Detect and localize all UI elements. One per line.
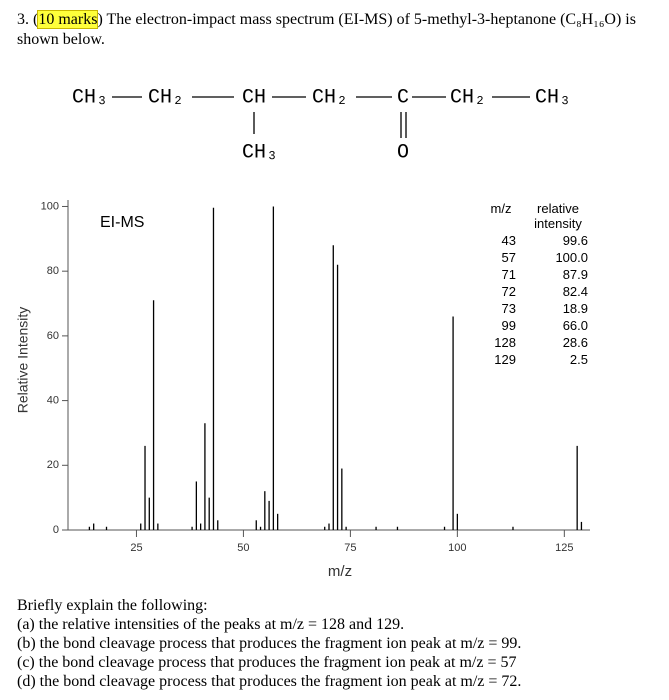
intro: Briefly explain the following: <box>17 597 208 614</box>
header: relative intensity <box>534 201 582 231</box>
group: CH₃ <box>535 86 571 109</box>
table: m/z relative intensity 43 99.6 57 100.0 71 87.… <box>480 200 594 368</box>
y-axis-title: Relative Intensity <box>15 307 31 414</box>
group: CH₂ <box>450 86 486 109</box>
x-axis-title: m/z <box>328 563 352 580</box>
group: CH₂ <box>148 86 184 109</box>
y-tick-label: 40 <box>47 394 59 406</box>
cell: 100.0 <box>555 250 588 265</box>
x-tick-label: 125 <box>555 542 573 554</box>
table-row: 128 28.6 <box>480 334 594 351</box>
table-row: 129 2.5 <box>480 351 594 368</box>
item: (d) the bond cleavage process that produ… <box>17 673 522 690</box>
y-tick-label: 0 <box>53 524 59 536</box>
table-row: 43 99.6 <box>480 232 594 249</box>
y-tick-label: 80 <box>47 265 59 277</box>
question-prefix: 3. ( <box>17 11 39 28</box>
cell: 28.6 <box>562 335 588 350</box>
items: (a) the relative intensities of the peak… <box>17 615 521 691</box>
item: (c) the bond cleavage process that produ… <box>17 654 517 671</box>
table-row: 72 82.4 <box>480 283 594 300</box>
header: m/z <box>490 201 512 216</box>
question: 3. (10 marks) The electron-impact mass s… <box>17 10 665 50</box>
cell: 18.9 <box>562 301 588 316</box>
marks-highlight: 10 marks <box>37 10 99 29</box>
table-row: 73 18.9 <box>480 300 594 317</box>
cell: 82.4 <box>562 284 588 299</box>
group: CH₃ <box>72 86 108 109</box>
structure <box>112 96 530 138</box>
x-tick-label: 25 <box>130 542 142 554</box>
peak-table: m/z relative intensity 43 99.6 57 100.0 71 87.… <box>480 200 594 368</box>
x-tick-label: 75 <box>344 542 356 554</box>
table-row: 57 100.0 <box>480 249 594 266</box>
cell: 129 <box>494 352 516 367</box>
table-row: 99 66.0 <box>480 317 594 334</box>
cell: 73 <box>501 301 516 316</box>
instructions: Briefly explain the following: (a) the r… <box>17 596 521 691</box>
y-tick-label: 100 <box>41 200 59 212</box>
cell: 71 <box>501 267 516 282</box>
y-tick-label: 20 <box>47 459 59 471</box>
item: (b) the bond cleavage process that produ… <box>17 635 522 652</box>
x-tick-label: 50 <box>237 542 249 554</box>
group: CH₂ <box>312 86 348 109</box>
cell: 43 <box>501 233 516 248</box>
rows: 43 99.6 57 100.0 71 87.9 72 82.4 73 18.9 99 66.0 128… <box>480 232 594 368</box>
annotation: EI-MS <box>100 214 144 231</box>
group: C <box>397 86 409 109</box>
chart: EI-MS m/z Relative Intensity 0 20 40 60 80 10… <box>15 200 590 580</box>
group: CH <box>242 86 266 109</box>
branch: CH₃ <box>242 141 278 164</box>
cell: 99 <box>501 318 516 333</box>
oxygen: O <box>397 141 409 164</box>
y-tick-label: 60 <box>47 330 59 342</box>
cell: 57 <box>501 250 516 265</box>
cell: 87.9 <box>562 267 588 282</box>
item: (a) the relative intensities of the peak… <box>17 616 405 633</box>
x-tick-label: 100 <box>448 542 466 554</box>
cell: 2.5 <box>569 352 588 367</box>
question-text: ) The electron-impact mass spectrum (EI-… <box>17 11 636 48</box>
cell: 72 <box>501 284 516 299</box>
cell: 99.6 <box>562 233 588 248</box>
cell: 128 <box>494 335 516 350</box>
cell: 66.0 <box>562 318 588 333</box>
table-row: 71 87.9 <box>480 266 594 283</box>
